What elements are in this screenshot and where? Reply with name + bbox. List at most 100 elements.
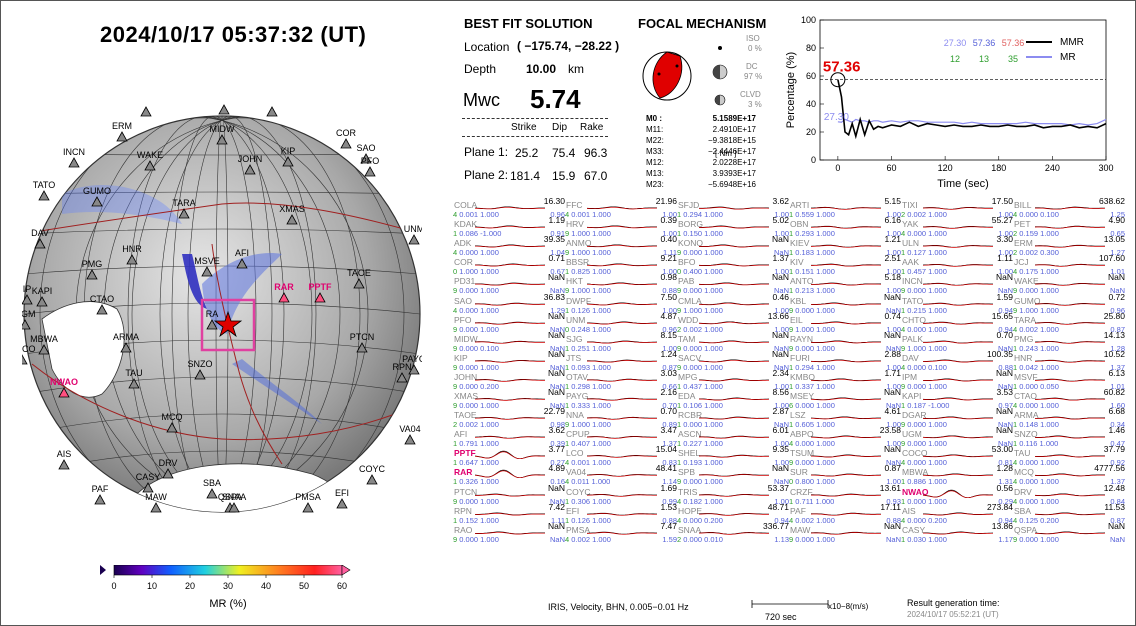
station-name: CASY (902, 524, 926, 535)
station-amplitude: 21.96 (655, 196, 677, 206)
station-ratio: 1.28 (1110, 343, 1125, 353)
station-ratio: NaN (997, 420, 1013, 430)
station-marker (404, 434, 416, 445)
station-quality: 4 (565, 458, 572, 468)
station-stats: 2 0.002 1.000 0.98 (453, 420, 565, 429)
station-fit: 0.000 1.000 (459, 305, 499, 315)
station-ratio: 1.00 (662, 210, 677, 219)
station-fit: 0.042 1.000 (1019, 362, 1059, 372)
station-name: TAOE (454, 410, 477, 421)
station-ratio: 1.00 (774, 229, 789, 239)
station-stats: 4 0.175 1.000 1.01 (1013, 267, 1125, 276)
station-marker (86, 269, 98, 280)
station-quality: 2 (901, 210, 908, 219)
station-ratio: 0.96 (1110, 305, 1125, 315)
table-rule-mid (462, 136, 608, 137)
station-marker (38, 190, 50, 201)
station-quality: 9 (901, 343, 908, 353)
station-quality: 9 (677, 477, 684, 487)
station-label: CASY (136, 472, 161, 482)
station-waveform (811, 493, 881, 497)
station-waveform (699, 359, 769, 363)
station-marker (94, 494, 106, 505)
station-amplitude: 55.27 (991, 215, 1013, 226)
station-waveform-grid: COLA 16.30 4 0.001 1.000 0.96 FFC 21.96 4 0.00… (450, 195, 1125, 595)
station-quality: 6 (789, 401, 796, 410)
station-ratio: 0.99 (662, 496, 677, 506)
annotation-count: 12 (950, 54, 960, 64)
station-name: JTS (566, 352, 582, 363)
station-amplitude: NaN (547, 520, 565, 531)
station-stats: 1 0.251 1.000 1.00 (565, 344, 677, 353)
station-quality: 4 (901, 515, 908, 525)
station-stats: 1 0.333 1.000 0.70 (565, 401, 677, 410)
station-ratio: 0.65 (1110, 229, 1125, 239)
station-waveform (811, 359, 881, 363)
station-amplitude: 1.71 (884, 367, 901, 378)
station-name: KIV (790, 257, 804, 268)
station-label: IP (23, 284, 32, 294)
station-amplitude: 5.15 (884, 196, 901, 206)
station-waveform (811, 206, 881, 210)
plate-boundary-3 (31, 363, 420, 441)
station-fit: 0.001 1.000 (459, 210, 499, 219)
station-marker (126, 254, 138, 265)
station-amplitude: 53.00 (991, 444, 1013, 455)
station-quality: 1 (789, 267, 796, 277)
station-stats: 4 0.000 0.200 0.94 (677, 516, 789, 525)
station-stats: 2 0.002 1.000 1.00 (901, 210, 1013, 219)
station-fit: 0.000 1.000 (459, 401, 499, 410)
station-name: CMLA (678, 295, 702, 306)
station-amplitude: 17.11 (880, 501, 901, 512)
station-waveform (923, 489, 993, 498)
station-quality: 0 (677, 267, 684, 277)
station-quality: 9 (453, 381, 460, 391)
station-ratio: 0.98 (550, 420, 565, 430)
station-stats: 4 0.011 1.000 1.14 (565, 477, 677, 486)
station-ratio: 1.01 (1110, 381, 1125, 391)
station-stats: 9 0.000 1.000 NaN (789, 344, 901, 353)
station-name: MBWA (902, 467, 929, 478)
station-waveform (923, 397, 993, 401)
station-quality: 1 (789, 210, 796, 219)
station-fit: 0.407 1.000 (571, 439, 611, 449)
station-cell: PMG 14.13 1 0.243 1.000 1.28 (1013, 330, 1125, 353)
station-quality: 4 (1013, 401, 1020, 410)
station-marker (150, 502, 162, 513)
station-quality: 1 (1013, 362, 1020, 372)
station-stats: 1 0.150 1.000 1.00 (677, 229, 789, 238)
tensor-key: M23: (646, 180, 664, 189)
station-marker (140, 106, 152, 117)
station-ratio: 0.87 (1110, 324, 1125, 334)
station-amplitude: 3.30 (996, 234, 1013, 245)
station-cell: LCO 15.04 4 0.001 1.000 0.83 (565, 444, 677, 468)
scale-time: 720 sec (765, 612, 797, 622)
station-cell: PTCN NaN 9 0.000 1.000 NaN (453, 483, 565, 506)
station-quality: 4 (677, 515, 684, 525)
station-amplitude: 12.48 (1103, 482, 1125, 493)
station-cell: TSUM NaN 9 0.000 1.000 NaN (789, 444, 901, 467)
station-waveform (699, 455, 769, 458)
station-waveform (1035, 245, 1105, 248)
station-name: HKT (566, 276, 583, 287)
station-fit: 0.000 1.000 (907, 458, 947, 468)
station-fit: 1.000 1.000 (459, 267, 499, 277)
station-ratio: NaN (885, 534, 901, 544)
station-stats: 9 0.000 1.000 NaN (453, 363, 565, 372)
station-cell: MBWA 1.28 1 0.886 1.000 1.31 (901, 463, 1013, 486)
station-quality: 1 (677, 458, 684, 468)
station-amplitude: NaN (883, 444, 901, 455)
station-fit: 0.333 1.000 (571, 401, 611, 410)
scale-unit: x10−8(m/s) (828, 602, 869, 611)
station-stats: 4 0.001 1.000 1.00 (565, 210, 677, 219)
station-cell: COLA 16.30 4 0.001 1.000 0.96 (453, 196, 565, 219)
station-stats: 9 0.000 1.000 NaN (1013, 286, 1125, 295)
station-fit: 0.243 1.000 (1019, 343, 1059, 353)
station-waveform (587, 206, 657, 210)
station-fit: 0.825 1.000 (571, 267, 611, 277)
station-cell: TIXI 17.50 2 0.002 1.000 1.00 (901, 196, 1013, 219)
station-label: SNAA (222, 492, 247, 502)
station-quality: 1 (901, 248, 908, 258)
station-fit: 0.152 1.000 (459, 515, 499, 525)
station-waveform (699, 244, 769, 248)
